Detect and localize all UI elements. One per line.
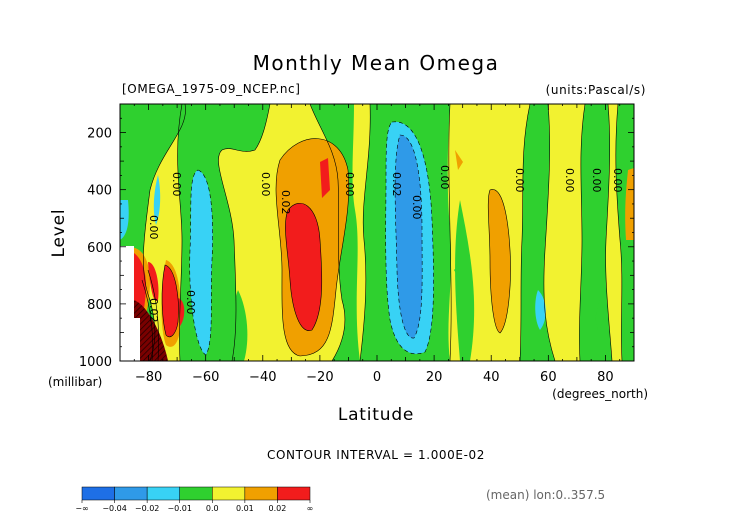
contour-label: 0.00: [184, 290, 197, 315]
colorbar-swatch: [277, 486, 311, 501]
x-tick-label: −60: [192, 370, 219, 385]
units-label: (units:Pascal/s): [546, 83, 646, 97]
x-axis-label: Latitude: [338, 405, 414, 425]
file-label: [OMEGA_1975-09_NCEP.nc]: [122, 82, 301, 96]
y-axis: 200 400 600 800 1000: [79, 103, 634, 370]
x-tick-label: 20: [426, 370, 443, 385]
colorbar-swatch: [212, 486, 246, 501]
cyan-region: [535, 290, 546, 330]
orange-region: [455, 150, 463, 170]
colorbar-swatch: [146, 486, 180, 501]
orange-region: [625, 168, 634, 240]
y-axis-label: Level: [49, 209, 69, 258]
contour-label: 0.02: [279, 190, 292, 215]
colorbar-swatch: [81, 486, 115, 501]
y-tick-label: 600: [87, 241, 112, 256]
green-region: [455, 200, 475, 361]
contour-labels: 0.00 0.00 0.00 0.02 0.00 0.02 0.00 0.00 …: [147, 165, 624, 323]
colorbar-label: −∞: [75, 504, 88, 513]
green-region: [615, 104, 634, 361]
contour-label: 0.02: [390, 172, 403, 197]
x-tick-label: 60: [540, 370, 557, 385]
colorbar: −∞ −0.04 −0.02 −0.01 0.0 0.01 0.02 ∞: [75, 486, 314, 513]
colorbar-label: −0.04: [102, 504, 127, 513]
contour-label: 0.00: [590, 168, 603, 193]
masked-region: [134, 318, 140, 361]
x-tick-label: −40: [249, 370, 276, 385]
colorbar-swatch: [244, 486, 278, 501]
x-tick-label: −20: [306, 370, 333, 385]
contour-label: 0.02: [147, 298, 160, 323]
green-region: [520, 104, 555, 361]
contour-interval: CONTOUR INTERVAL = 1.000E-02: [267, 448, 485, 462]
x-tick-label: −80: [135, 370, 162, 385]
orange-region: [488, 189, 511, 333]
contour-label: 0.00: [611, 168, 624, 193]
green-region: [579, 104, 612, 361]
y-tick-label: 400: [87, 184, 112, 199]
contour-label: 0.00: [170, 172, 183, 197]
contour-label: 0.00: [410, 195, 423, 220]
extreme-region: [132, 300, 168, 361]
y-tick-label: 800: [87, 298, 112, 313]
x-tick-label: 0: [373, 370, 381, 385]
contour-label: 0.00: [513, 168, 526, 193]
cyan-region: [153, 175, 161, 225]
contour-label: 0.00: [147, 215, 160, 240]
x-tick-label: 40: [483, 370, 500, 385]
chart-title: Monthly Mean Omega: [253, 51, 500, 75]
contour-label: 0.00: [343, 172, 356, 197]
colorbar-label: −0.02: [135, 504, 160, 513]
colorbar-swatch: [179, 486, 213, 501]
cyan-region: [120, 200, 129, 240]
colorbar-label: −0.01: [167, 504, 192, 513]
colorbar-swatch: [114, 486, 148, 501]
cyan-region: [189, 170, 213, 355]
green-region: [454, 266, 460, 280]
red-region: [320, 158, 330, 198]
y-unit-label: (millibar): [48, 375, 102, 389]
colorbar-label: 0.02: [269, 504, 287, 513]
contour-label: 0.00: [563, 168, 576, 193]
contour-label: 0.00: [259, 172, 272, 197]
blue-region: [395, 135, 423, 339]
contour-label: 0.00: [438, 165, 451, 190]
x-unit-label: (degrees_north): [552, 387, 648, 401]
green-region: [595, 300, 604, 330]
y-tick-label: 200: [87, 127, 112, 142]
x-axis: −80 −60 −40 −20 0 20 40 60 80: [119, 104, 635, 385]
mean-note: (mean) lon:0..357.5: [486, 488, 605, 502]
contour-field: [120, 104, 634, 361]
red-region: [285, 203, 322, 331]
x-tick-label: 80: [597, 370, 614, 385]
colorbar-label: ∞: [307, 504, 314, 513]
y-tick-label: 1000: [79, 355, 112, 370]
colorbar-label: 0.01: [236, 504, 254, 513]
colorbar-label: 0.0: [206, 504, 219, 513]
red-region: [148, 262, 159, 301]
red-region: [162, 265, 179, 337]
